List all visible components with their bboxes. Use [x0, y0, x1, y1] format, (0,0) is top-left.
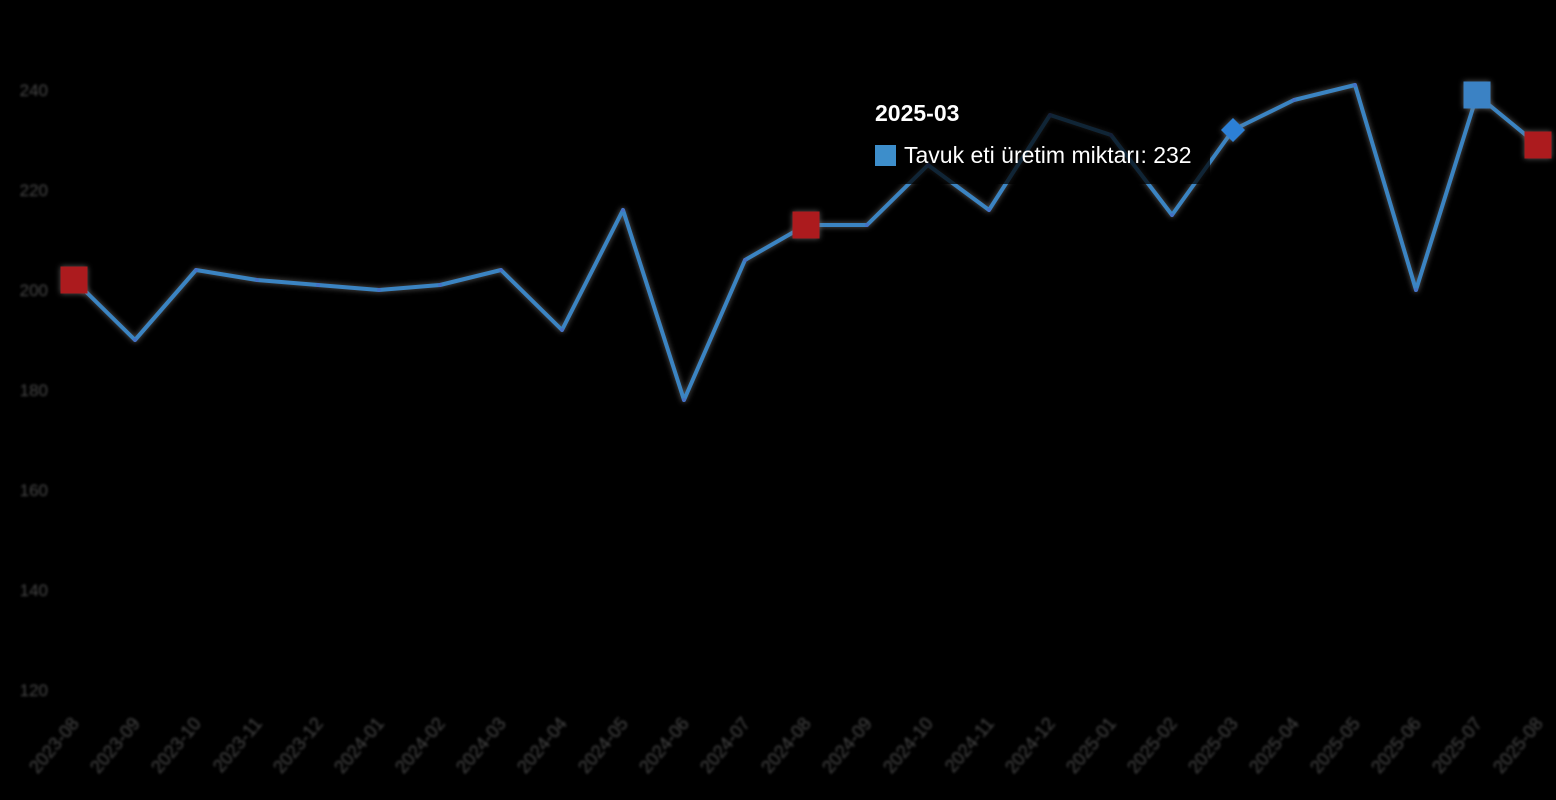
x-axis-tick-label: 2025-06 [1367, 714, 1425, 777]
x-axis-tick-label: 2024-02 [391, 714, 449, 777]
x-axis-tick-label: 2025-03 [1184, 714, 1242, 777]
data-point-dot [499, 268, 503, 272]
data-point-dot [133, 338, 137, 342]
data-point-dot [865, 223, 869, 227]
data-point-dot [255, 278, 259, 282]
data-point-dot [194, 268, 198, 272]
data-point-dot [1292, 98, 1296, 102]
data-point-dot [1353, 83, 1357, 87]
x-axis-tick-label: 2024-12 [1001, 714, 1059, 777]
series-swatch-icon [875, 145, 896, 166]
x-axis-tick-label: 2023-08 [25, 714, 83, 777]
data-point-dot [560, 328, 564, 332]
highlight-marker-2025-07[interactable] [1463, 81, 1491, 109]
x-axis-tick-label: 2023-09 [86, 714, 144, 777]
x-axis-tick-label: 2025-04 [1245, 714, 1303, 777]
data-point-dot [743, 258, 747, 262]
data-point-dot [316, 283, 320, 287]
y-axis-tick-label: 240 [20, 81, 48, 100]
x-axis-tick-label: 2024-05 [574, 714, 632, 777]
tooltip-title: 2025-03 [875, 100, 960, 126]
data-point-dot [682, 398, 686, 402]
x-axis-tick-label: 2024-06 [635, 714, 693, 777]
x-axis-tick-label: 2024-09 [818, 714, 876, 777]
x-axis-tick-label: 2023-12 [269, 714, 327, 777]
data-point-dot [1170, 213, 1174, 217]
data-point-dot [987, 208, 991, 212]
x-axis-tick-label: 2024-03 [452, 714, 510, 777]
data-point-dot [621, 208, 625, 212]
series-line [72, 83, 1540, 402]
x-axis-tick-label: 2024-07 [696, 714, 754, 777]
data-point-dot [377, 288, 381, 292]
y-axis-tick-label: 180 [20, 381, 48, 400]
x-axis-tick-label: 2024-11 [941, 714, 998, 776]
marker-layer [60, 81, 1552, 294]
x-axis-tick-label: 2024-10 [879, 714, 937, 777]
x-axis-tick-label: 2025-08 [1489, 714, 1547, 777]
x-axis-tick-label: 2025-01 [1062, 714, 1120, 777]
highlight-marker-2024-08[interactable] [792, 211, 820, 239]
y-axis: 240 220 200 180 160 140 120 [20, 81, 48, 700]
x-axis-tick-label: 2024-08 [757, 714, 815, 777]
tooltip-series-value: Tavuk eti üretim miktarı: 232 [904, 142, 1192, 168]
data-point-dot [438, 283, 442, 287]
tooltip-series-row: Tavuk eti üretim miktarı: 232 [875, 142, 1210, 169]
x-axis-tick-label: 2025-07 [1428, 714, 1486, 777]
x-axis: 2023-08 2023-09 2023-10 2023-11 2023-12 2024-… [25, 714, 1547, 777]
hover-point-marker[interactable] [1220, 117, 1246, 143]
highlight-marker-2025-08[interactable] [1524, 131, 1552, 159]
x-axis-tick-label: 2025-02 [1123, 714, 1181, 777]
x-axis-tick-label: 2023-10 [147, 714, 205, 777]
y-axis-tick-label: 200 [20, 281, 48, 300]
y-axis-tick-label: 120 [20, 681, 48, 700]
x-axis-tick-label: 2024-01 [330, 714, 388, 777]
x-axis-tick-label: 2024-04 [513, 714, 571, 777]
tooltip: 2025-03 Tavuk eti üretim miktarı: 232 [858, 92, 1210, 184]
series-layer [72, 83, 1540, 402]
y-axis-tick-label: 140 [20, 581, 48, 600]
y-axis-tick-label: 160 [20, 481, 48, 500]
x-axis-tick-label: 2023-11 [209, 714, 266, 776]
highlight-marker-2023-08[interactable] [60, 266, 88, 294]
x-axis-tick-label: 2025-05 [1306, 714, 1364, 777]
data-point-dot [1414, 288, 1418, 292]
y-axis-tick-label: 220 [20, 181, 48, 200]
